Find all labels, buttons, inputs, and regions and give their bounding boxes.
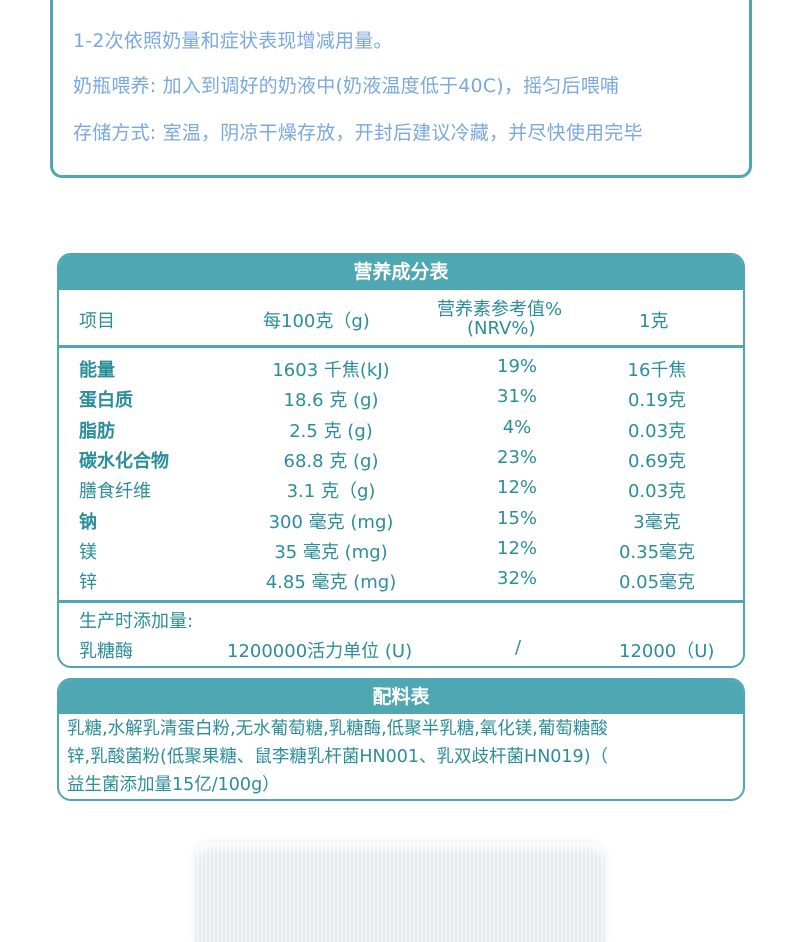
nutrition-title: 营养成分表 [59, 255, 743, 290]
nutrition-row-per100: 1603 千焦(kJ) [272, 360, 390, 381]
nutrition-row-per1: 0.03克 [627, 420, 687, 442]
nutrition-row-per1: 3毫克 [633, 511, 681, 533]
added-per100: 1200000活力单位 (U) [227, 641, 413, 662]
nutrition-row-nrv: 19% [496, 356, 538, 377]
header-nrv-unit: (NRV%) [467, 318, 536, 339]
nutrition-row-per1: 0.19克 [627, 390, 687, 412]
nutrition-row-nrv: 31% [496, 386, 538, 408]
nutrition-row-name: 碳水化合物 [79, 450, 169, 472]
nutrition-row-name: 能量 [79, 360, 115, 381]
ingredients-line: 益生菌添加量15亿/100g） [67, 775, 280, 795]
added-label: 生产时添加量: [79, 611, 194, 632]
nutrition-row-nrv: 12% [496, 477, 538, 499]
nutrition-row-nrv: 15% [496, 507, 538, 529]
nutrition-row-per100: 35 毫克 (mg) [274, 541, 388, 563]
nutrition-row-per1: 0.03克 [627, 481, 687, 503]
header-per100: 每100克（g) [263, 311, 370, 332]
usage-instructions-box [50, 0, 752, 178]
ingredients-box: 配料表 乳糖,水解乳清蛋白粉,无水葡萄糖,乳糖酶,低聚半乳糖,氧化镁,葡萄糖酸 … [57, 678, 745, 801]
nutrition-row-per100: 18.6 克 (g) [283, 390, 379, 412]
header-per1: 1克 [639, 311, 669, 332]
nutrition-row-name: 膳食纤维 [79, 481, 151, 503]
storage-line: 存储方式: 室温，阴凉干燥存放，开封后建议冷藏，并尽快使用完毕 [73, 122, 643, 144]
header-item: 项目 [79, 311, 115, 332]
header-nrv: 营养素参考值% [437, 299, 563, 320]
nutrition-row-per1: 0.69克 [627, 450, 687, 472]
ingredients-line: 锌,乳酸菌粉(低聚果糖、鼠李糖乳杆菌HN001、乳双歧杆菌HN019)（ [67, 747, 609, 767]
divider [59, 600, 743, 603]
nutrition-row-name: 钠 [79, 511, 97, 533]
added-per1: 12000（U) [619, 641, 715, 662]
nutrition-row-per1: 0.05毫克 [618, 572, 696, 594]
nutrition-row-per100: 300 毫克 (mg) [268, 511, 394, 533]
nutrition-row-nrv: 12% [496, 537, 538, 559]
nutrition-row-per100: 4.85 毫克 (mg) [265, 572, 397, 594]
nutrition-row-name: 蛋白质 [79, 390, 133, 412]
bottle-feeding-line: 奶瓶喂养: 加入到调好的奶液中(奶液温度低于40C)，摇匀后喂哺 [73, 75, 620, 97]
nutrition-row-name: 锌 [79, 572, 97, 594]
nutrition-row-nrv: 4% [502, 416, 532, 438]
nutrition-row-per1: 16千焦 [627, 360, 687, 381]
added-nrv: / [515, 637, 522, 658]
ingredients-text: 乳糖,水解乳清蛋白粉,无水葡萄糖,乳糖酶,低聚半乳糖,氧化镁,葡萄糖酸 锌,乳酸… [59, 714, 743, 799]
product-bottle-cap-image [193, 842, 607, 942]
nutrition-row-name: 脂肪 [79, 420, 115, 442]
nutrition-row-nrv: 32% [496, 568, 538, 590]
nutrition-row-per100: 3.1 克（g) [286, 481, 376, 503]
usage-line: 1-2次依照奶量和症状表现增减用量。 [73, 30, 393, 52]
ingredients-title: 配料表 [59, 680, 743, 714]
added-name: 乳糖酶 [79, 641, 133, 662]
nutrition-row-per100: 68.8 克 (g) [283, 450, 379, 472]
ingredients-line: 乳糖,水解乳清蛋白粉,无水葡萄糖,乳糖酶,低聚半乳糖,氧化镁,葡萄糖酸 [67, 719, 608, 739]
nutrition-row-per1: 0.35毫克 [618, 541, 696, 563]
nutrition-row-nrv: 23% [496, 446, 538, 468]
divider [59, 345, 743, 348]
nutrition-row-per100: 2.5 克 (g) [289, 420, 373, 442]
nutrition-table: 营养成分表 项目 每100克（g) 营养素参考值% (NRV%) 1克 生产时添… [57, 253, 745, 668]
nutrition-row-name: 镁 [79, 541, 97, 563]
